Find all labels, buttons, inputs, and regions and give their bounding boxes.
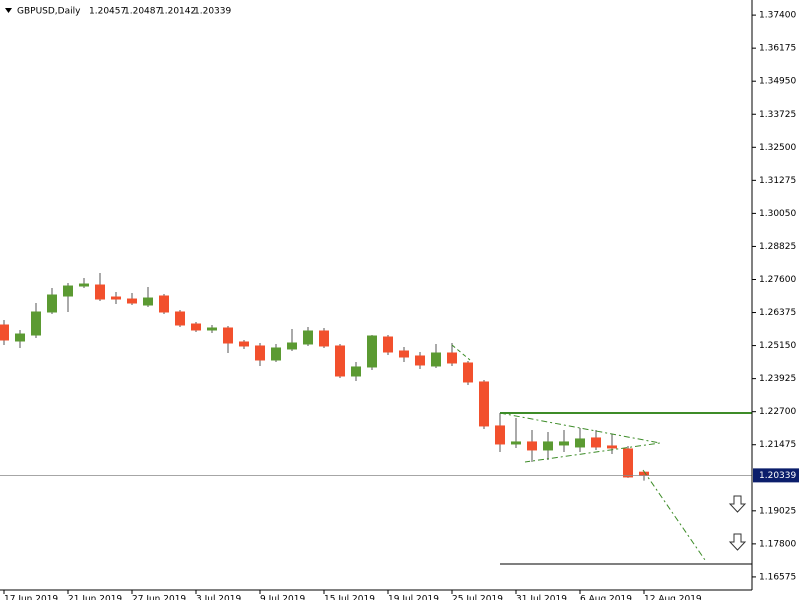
y-tick-label: 1.32500 <box>759 143 796 153</box>
candle-body <box>95 284 105 300</box>
x-tick-label: 27 Jun 2019 <box>132 595 186 600</box>
y-tick-label: 1.19025 <box>759 506 796 516</box>
plot-area <box>0 273 752 481</box>
candle-body <box>463 362 473 383</box>
candle-body <box>351 366 361 377</box>
y-tick-label: 1.34950 <box>759 77 796 87</box>
candle-body <box>559 441 569 446</box>
candle-body <box>575 438 585 448</box>
candle-body <box>175 311 185 326</box>
candle-body <box>623 448 633 478</box>
y-tick-label: 1.33725 <box>759 110 796 120</box>
x-tick-label: 19 Jul 2019 <box>388 595 439 600</box>
y-tick-label: 1.37400 <box>759 11 796 21</box>
y-tick-label: 1.28825 <box>759 242 796 252</box>
candle-body <box>191 323 201 331</box>
open-value: 1.20457 <box>89 7 126 17</box>
candle-body <box>15 333 25 342</box>
candle-body <box>79 283 89 287</box>
candle-body <box>383 336 393 353</box>
header: GBPUSD,Daily 1.20457 1.20487 1.20142 1.2… <box>5 7 231 17</box>
candle-body <box>271 347 281 361</box>
close-value: 1.20339 <box>194 7 231 17</box>
candle-body <box>479 381 489 427</box>
price-label-box <box>753 468 799 483</box>
candle-body <box>319 330 329 347</box>
y-tick-label: 1.31275 <box>759 176 796 186</box>
x-tick-label: 9 Jul 2019 <box>260 595 305 600</box>
candle-body <box>0 324 9 341</box>
y-tick-label: 1.36175 <box>759 44 796 54</box>
y-tick-label: 1.30050 <box>759 209 796 219</box>
candle-body <box>399 350 409 358</box>
candle-body <box>47 294 57 313</box>
candle-body <box>303 330 313 345</box>
candle-body <box>591 437 601 448</box>
x-tick-label: 25 Jul 2019 <box>452 595 503 600</box>
menu-icon <box>5 8 12 13</box>
candle-body <box>127 298 137 304</box>
candle-body <box>287 342 297 350</box>
candle-body <box>159 295 169 313</box>
candle-body <box>527 441 537 451</box>
candle-body <box>415 355 425 366</box>
candle-body <box>543 441 553 451</box>
low-value: 1.20142 <box>159 7 196 17</box>
y-tick-label: 1.16575 <box>759 572 796 582</box>
drawings <box>451 344 752 565</box>
x-tick-label: 17 Jun 2019 <box>4 595 58 600</box>
candle-body <box>447 352 457 364</box>
x-tick-label: 3 Jul 2019 <box>196 595 241 600</box>
candle-body <box>31 311 41 336</box>
candle-body <box>335 345 345 377</box>
projection-line <box>642 469 706 561</box>
candle-body <box>63 285 73 297</box>
candle-body <box>239 341 249 347</box>
candle-body <box>111 296 121 300</box>
x-tick-label: 15 Jul 2019 <box>324 595 375 600</box>
candle-body <box>207 327 217 331</box>
y-tick-label: 1.22700 <box>759 407 796 417</box>
candle-body <box>639 471 649 476</box>
down-arrow <box>728 495 747 513</box>
candle-body <box>255 345 265 361</box>
candle-body <box>511 441 521 445</box>
candle-body <box>367 335 377 368</box>
x-tick-label: 21 Jun 2019 <box>68 595 122 600</box>
x-tick-label: 12 Aug 2019 <box>644 595 702 600</box>
y-tick-label: 1.25150 <box>759 341 796 351</box>
y-tick-label: 1.23925 <box>759 374 796 384</box>
y-tick-label: 1.17800 <box>759 539 796 549</box>
high-value: 1.20487 <box>124 7 161 17</box>
candle-body <box>143 297 153 306</box>
candle-body <box>431 352 441 367</box>
y-tick-label: 1.27600 <box>759 275 796 285</box>
y-tick-label: 1.21475 <box>759 440 796 450</box>
price-label: 1.20339 <box>759 471 796 481</box>
candle-body <box>223 327 233 344</box>
trend-dash <box>451 344 471 361</box>
y-tick-label: 1.26375 <box>759 308 796 318</box>
candle-body <box>607 445 617 449</box>
x-tick-label: 6 Aug 2019 <box>580 595 632 600</box>
triangle-pattern <box>499 412 661 463</box>
candle-body <box>495 425 505 445</box>
x-tick-label: 31 Jul 2019 <box>516 595 567 600</box>
down-arrow <box>728 533 747 551</box>
chart-title: GBPUSD,Daily <box>17 7 81 17</box>
